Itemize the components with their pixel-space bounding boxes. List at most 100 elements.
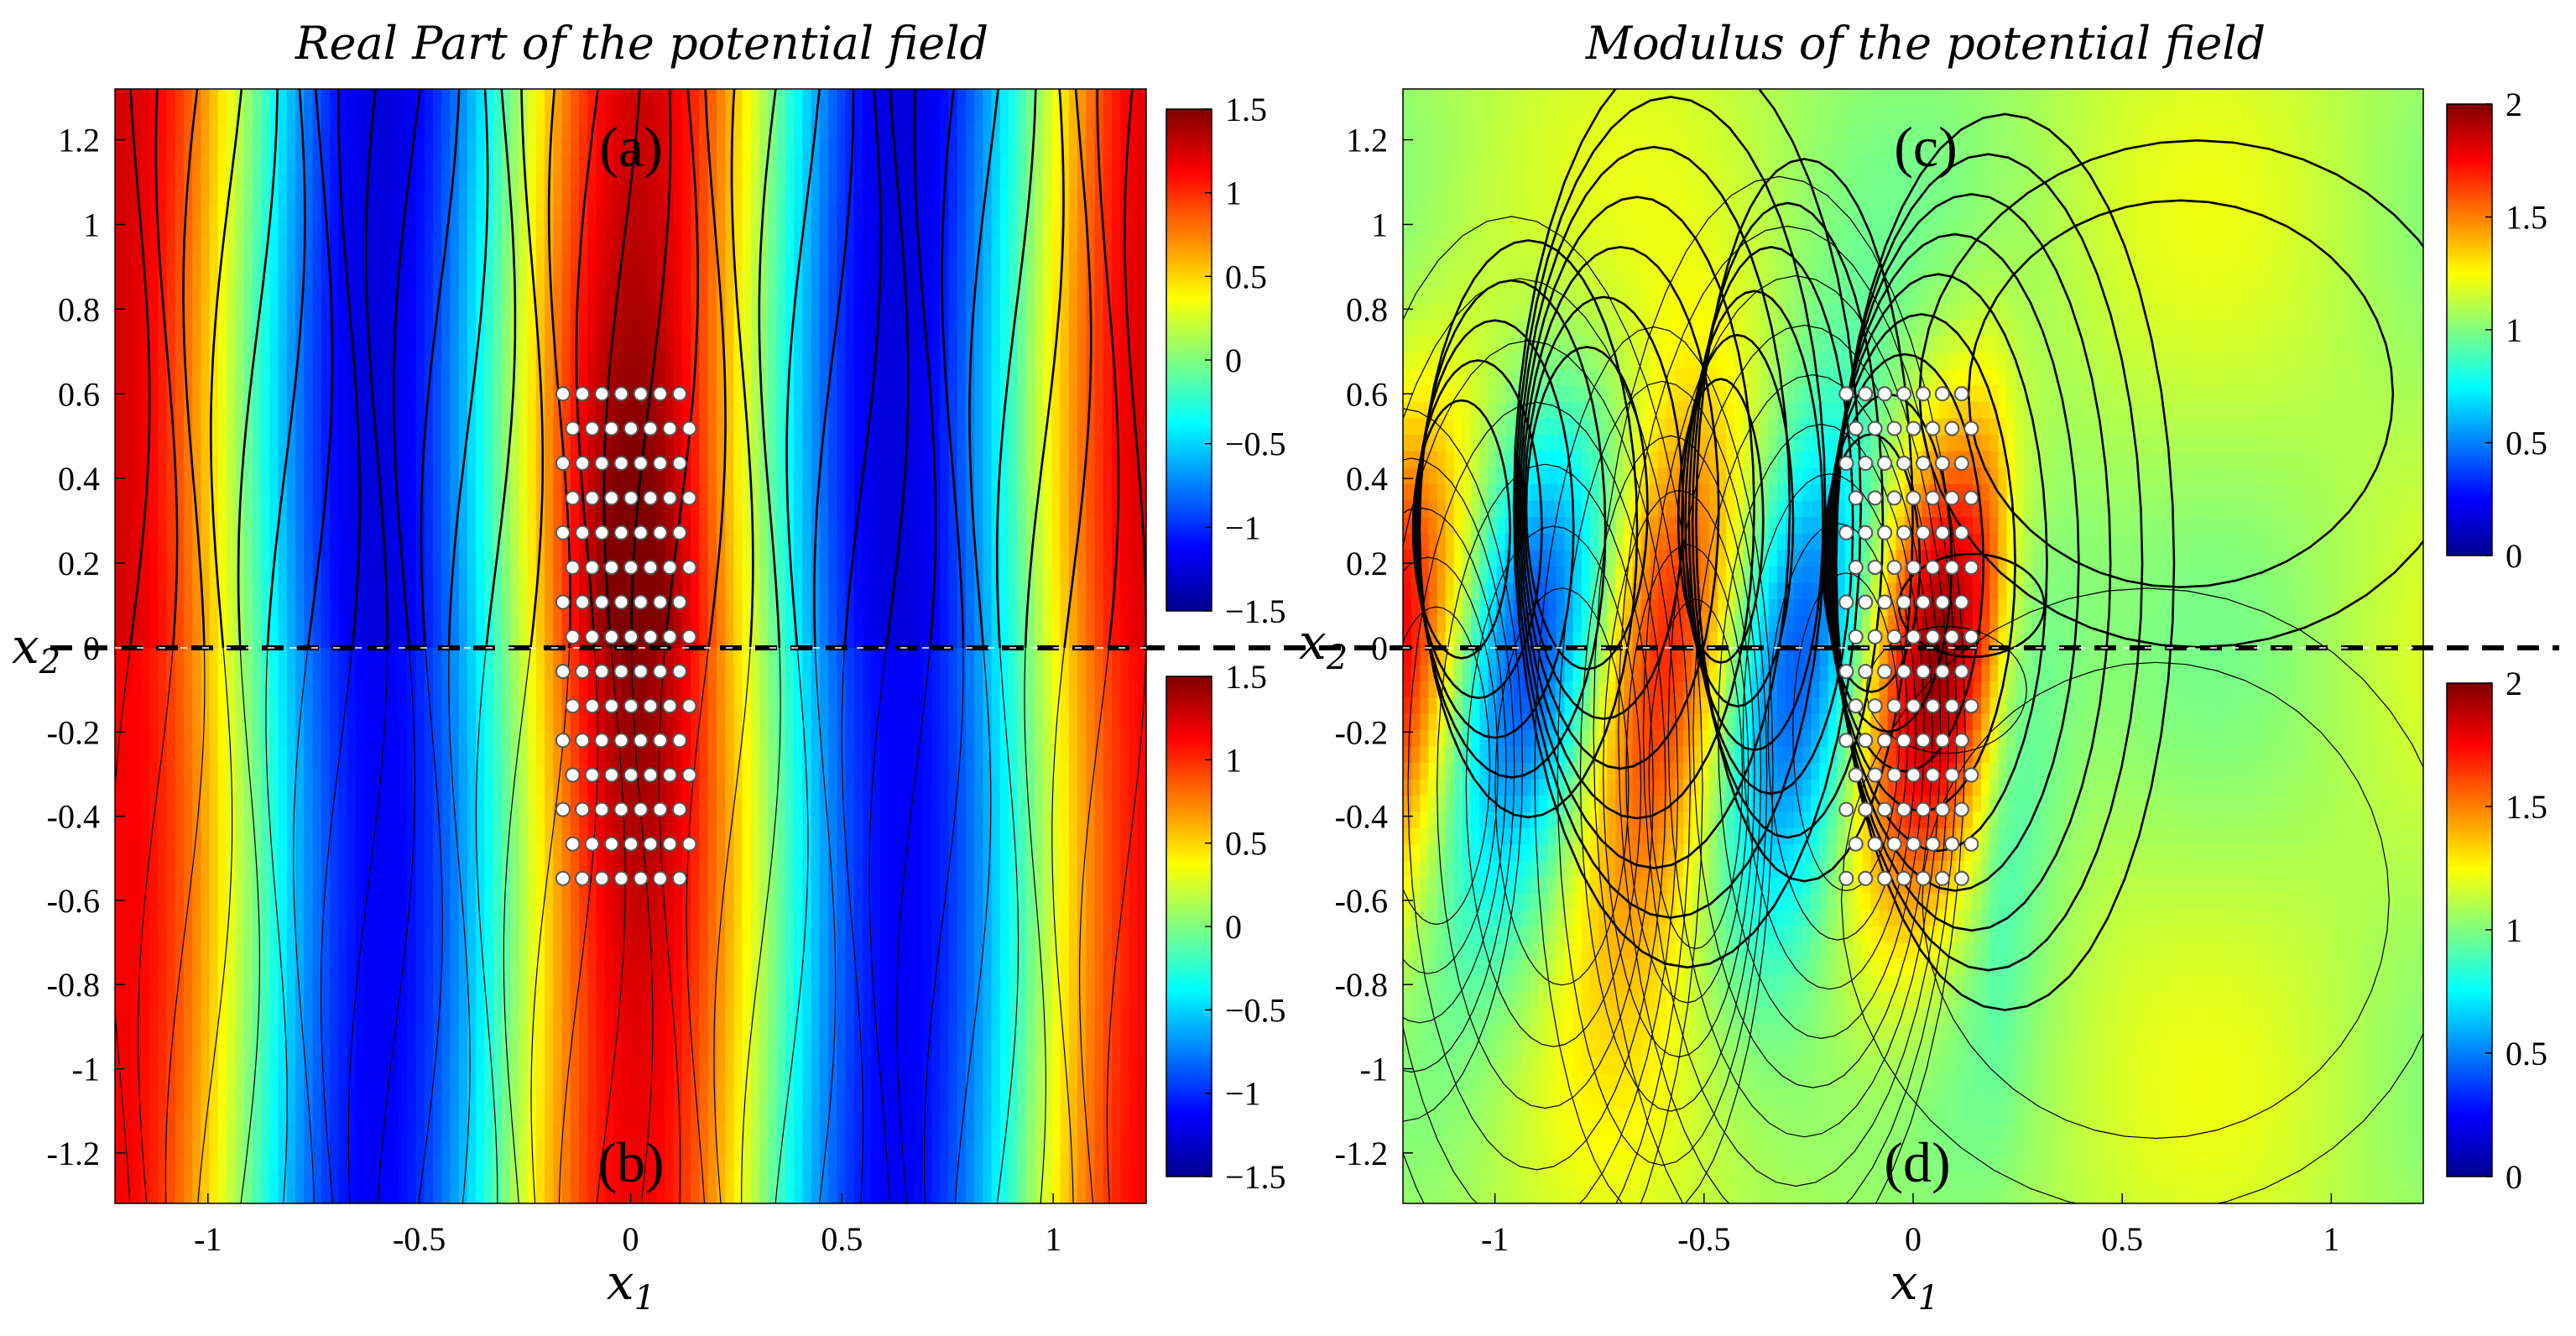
field-cell	[871, 483, 881, 501]
field-cell	[304, 614, 314, 633]
field-cell	[853, 253, 863, 271]
field-cell	[209, 926, 219, 943]
field-cell	[476, 368, 486, 386]
field-cell	[252, 1187, 262, 1203]
field-cell	[535, 302, 545, 320]
field-cell	[399, 286, 408, 304]
field-cell	[570, 598, 580, 616]
field-cell	[441, 483, 451, 501]
field-cell	[183, 795, 193, 812]
field-cell	[1129, 549, 1139, 566]
field-cell	[999, 138, 1009, 156]
field-cell	[227, 138, 237, 156]
field-cell	[1077, 450, 1087, 468]
field-cell	[863, 384, 872, 402]
field-cell	[295, 631, 305, 649]
field-cell	[510, 549, 520, 566]
field-cell	[991, 138, 1001, 156]
field-cell	[837, 286, 847, 304]
field-cell	[699, 614, 709, 633]
field-cell	[304, 1138, 314, 1156]
field-cell	[217, 942, 227, 959]
field-cell	[201, 843, 211, 861]
field-cell	[192, 319, 202, 337]
field-cell	[338, 582, 348, 599]
field-cell	[295, 532, 305, 551]
field-cell	[1034, 269, 1044, 287]
field-cell	[175, 138, 185, 156]
field-cell	[166, 762, 176, 780]
field-cell	[691, 154, 701, 172]
field-cell	[175, 1040, 185, 1057]
field-cell	[295, 795, 305, 812]
field-cell	[519, 269, 529, 287]
field-cell	[716, 237, 726, 254]
field-cell	[149, 697, 159, 714]
field-cell	[476, 549, 486, 566]
field-cell	[1137, 204, 1146, 222]
field-cell	[1043, 483, 1053, 501]
field-cell	[750, 105, 760, 123]
field-cell	[373, 187, 383, 205]
field-cell	[123, 598, 133, 616]
field-cell	[510, 598, 520, 616]
field-cell	[639, 319, 649, 337]
field-cell	[286, 909, 296, 926]
field-cell	[570, 450, 580, 468]
field-cell	[579, 467, 588, 484]
field-cell	[227, 499, 237, 518]
field-cell	[665, 549, 675, 566]
field-cell	[312, 1187, 322, 1203]
field-cell	[983, 483, 993, 501]
field-cell	[1043, 154, 1053, 172]
field-cell	[355, 204, 365, 222]
field-cell	[785, 269, 795, 287]
field-cell	[441, 582, 451, 599]
field-cell	[217, 450, 227, 468]
field-cell	[158, 566, 168, 583]
field-cell	[1103, 302, 1113, 320]
field-cell	[888, 450, 898, 468]
field-cell	[149, 598, 159, 616]
field-cell	[373, 483, 383, 501]
field-cell	[201, 1154, 211, 1172]
field-cell	[587, 582, 597, 599]
field-cell	[243, 204, 253, 222]
field-cell	[364, 253, 373, 271]
field-cell	[570, 516, 580, 534]
field-cell	[364, 187, 373, 205]
field-cell	[1094, 335, 1104, 353]
field-cell	[999, 319, 1009, 337]
field-cell	[794, 401, 804, 419]
field-cell	[467, 483, 477, 501]
field-cell	[424, 89, 434, 107]
field-cell	[837, 614, 847, 633]
field-cell	[604, 450, 614, 468]
field-cell	[132, 1023, 142, 1041]
field-cell	[905, 253, 915, 271]
field-cell	[252, 204, 262, 222]
field-cell	[192, 286, 202, 304]
field-cell	[1009, 368, 1019, 386]
field-cell	[330, 105, 339, 123]
field-cell	[1103, 384, 1113, 402]
field-cell	[467, 417, 477, 436]
field-cell	[733, 286, 743, 304]
field-cell	[837, 122, 847, 139]
field-cell	[217, 434, 227, 451]
field-cell	[373, 319, 383, 337]
field-cell	[252, 843, 262, 861]
field-cell	[235, 697, 245, 714]
field-cell	[561, 253, 571, 271]
field-cell	[570, 237, 580, 254]
field-cell	[991, 237, 1001, 254]
field-cell	[278, 942, 288, 959]
field-cell	[1068, 368, 1078, 386]
field-cell	[811, 89, 821, 107]
field-cell	[312, 614, 322, 633]
field-cell	[613, 89, 623, 107]
field-cell	[561, 122, 571, 139]
field-cell	[828, 302, 838, 320]
field-cell	[1086, 89, 1096, 107]
field-cell	[1017, 352, 1027, 369]
